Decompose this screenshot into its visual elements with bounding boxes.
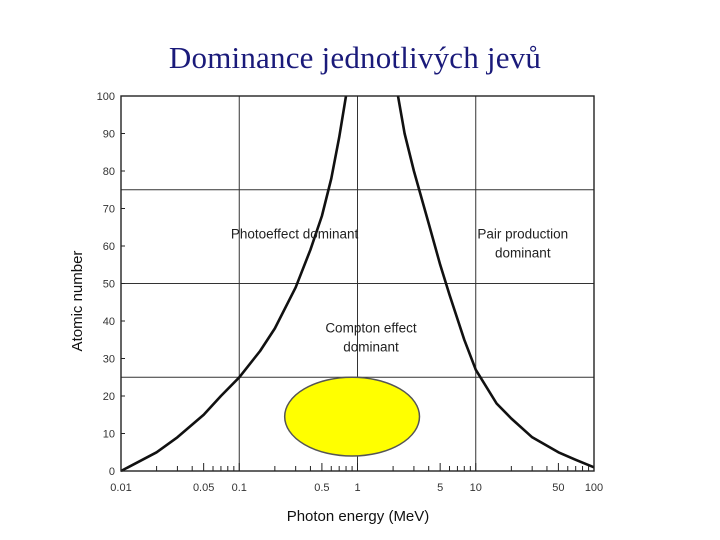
y-tick-label: 0 — [109, 466, 115, 478]
y-tick-label: 60 — [103, 241, 115, 253]
y-tick-label: 90 — [103, 129, 115, 141]
x-tick-label: 0.01 — [110, 482, 131, 494]
y-tick-label: 70 — [103, 204, 115, 216]
y-tick-label: 80 — [103, 166, 115, 178]
y-tick-label: 30 — [103, 354, 115, 366]
x-tick-label: 50 — [552, 482, 564, 494]
boundary-curve-1 — [120, 95, 348, 473]
y-axis-title: Atomic number — [69, 251, 86, 352]
highlight-ellipse — [283, 376, 421, 457]
x-tick-label: 100 — [585, 482, 603, 494]
x-tick-label: 0.1 — [232, 482, 247, 494]
x-tick-label: 5 — [437, 482, 443, 494]
x-tick-label: 0.05 — [193, 482, 214, 494]
x-tick-label: 0.5 — [314, 482, 329, 494]
x-tick-label: 10 — [470, 482, 482, 494]
y-tick-label: 50 — [103, 279, 115, 291]
region-label-2: Compton effect dominant — [325, 320, 417, 354]
slide-title: Dominance jednotlivých jevů — [168, 40, 542, 75]
x-tick-label: 1 — [354, 482, 360, 494]
y-tick-label: 40 — [103, 316, 115, 328]
y-tick-label: 100 — [97, 91, 115, 103]
x-axis-title: Photon energy (MeV) — [287, 508, 430, 525]
y-tick-label: 10 — [103, 429, 115, 441]
y-tick-label: 20 — [103, 391, 115, 403]
region-label-1: Photoeffect dominant — [231, 227, 359, 242]
region-label-3: Pair production dominant — [477, 227, 568, 261]
boundary-curve-2 — [396, 95, 595, 469]
